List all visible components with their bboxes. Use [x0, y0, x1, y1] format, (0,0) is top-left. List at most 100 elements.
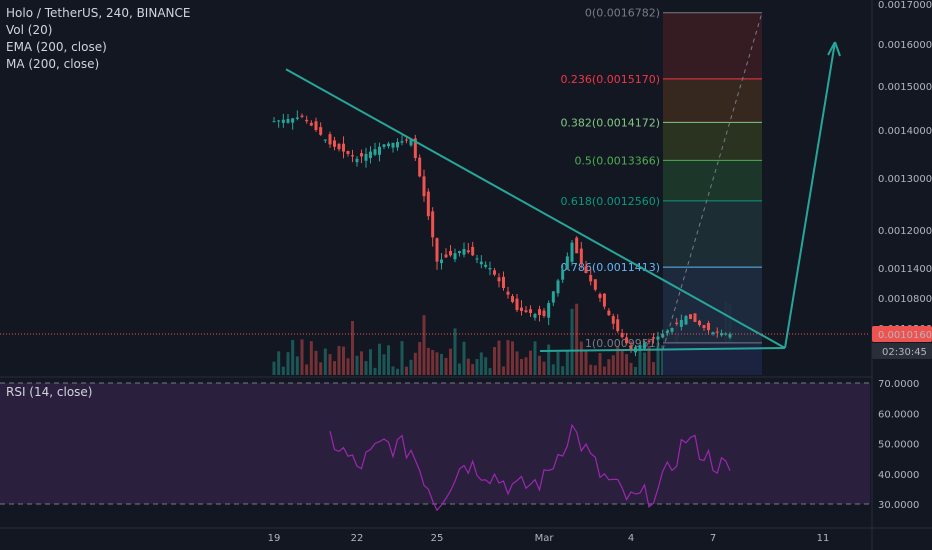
candle-body — [373, 149, 377, 155]
candle-body — [689, 314, 692, 319]
candle-body — [607, 310, 611, 316]
candle-body — [579, 248, 583, 264]
volume-bar — [652, 362, 655, 375]
volume-bar — [593, 365, 597, 375]
volume-bar — [471, 364, 475, 375]
candle-body — [351, 155, 354, 157]
volume-bar — [584, 350, 588, 375]
candle-body — [364, 154, 368, 161]
candle-body — [715, 331, 719, 333]
candle-body — [426, 191, 430, 217]
candle-body — [665, 330, 669, 333]
fib-zone — [663, 200, 762, 268]
trend-drawings[interactable] — [0, 41, 870, 352]
candle-body — [281, 119, 285, 123]
volume-bar — [515, 351, 519, 375]
volume-bar — [342, 346, 345, 375]
volume-bar — [538, 355, 541, 375]
ma-indicator-label[interactable]: MA (200, close) — [6, 57, 100, 71]
volume-bar — [589, 364, 593, 375]
volume-bar — [561, 366, 565, 375]
candle-body — [679, 320, 683, 327]
candle-body — [593, 279, 597, 290]
volume-bar — [440, 353, 443, 375]
price-tick-label: 0.0016000 — [878, 40, 932, 51]
volume-bar — [551, 364, 555, 375]
fib-zone — [663, 160, 762, 201]
time-axis[interactable]: 19 22 25 Mar 4 7 11 — [0, 527, 932, 544]
candle-body — [355, 158, 359, 163]
symbol-title[interactable]: Holo / TetherUS, 240, BINANCE — [6, 6, 191, 20]
candle-body — [575, 237, 579, 254]
candle-body — [475, 258, 479, 260]
volume-bar — [373, 367, 377, 375]
volume-bar — [453, 328, 457, 375]
candle-body — [466, 250, 470, 253]
descending-trendline — [285, 68, 786, 349]
candle-body — [286, 119, 290, 123]
rsi-indicator-label[interactable]: RSI (14, close) — [6, 385, 93, 399]
candle-body — [602, 293, 606, 307]
volume-indicator-label[interactable]: Vol (20) — [6, 23, 53, 37]
candle-body — [629, 345, 633, 350]
volume-bar — [638, 347, 642, 375]
candle-body — [479, 261, 483, 265]
time-tick-label: 4 — [628, 533, 634, 544]
volume-bar — [479, 352, 483, 375]
volume-bar — [426, 347, 430, 375]
candle-body — [346, 150, 350, 154]
volume-bar — [277, 351, 281, 375]
volume-bar — [488, 368, 492, 375]
volume-bar — [328, 354, 332, 375]
volume-bar — [529, 350, 532, 375]
volume-bar — [458, 363, 461, 375]
current-price-badge — [872, 325, 932, 342]
candle-body — [661, 333, 665, 338]
time-tick-label: 19 — [268, 533, 281, 544]
volume-bar — [300, 339, 304, 375]
ema-indicator-label[interactable]: EMA (200, close) — [6, 40, 107, 54]
price-axis[interactable]: 0.0017000 0.0016000 0.0015000 0.0014000 0.00… — [871, 0, 932, 550]
candle-body — [291, 118, 295, 123]
volume-bar — [305, 364, 309, 375]
candle-body — [598, 294, 602, 298]
volume-bar — [418, 342, 422, 375]
time-tick-label: 25 — [431, 533, 444, 544]
candle-body — [328, 134, 332, 145]
volume-bar — [346, 358, 350, 375]
candle-body — [698, 320, 701, 325]
candle-body — [520, 307, 523, 311]
volume-bar — [611, 355, 615, 375]
volume-bar — [647, 346, 651, 375]
candle-body — [277, 120, 281, 122]
fib-level-label: 0.786(0.0011413) — [560, 261, 660, 274]
candle-body — [524, 310, 528, 312]
volume-bar — [643, 352, 646, 375]
fib-zone — [663, 78, 762, 123]
volume-bar — [629, 362, 633, 375]
volume-bar — [272, 361, 276, 375]
candle-body — [405, 139, 408, 141]
candle-body — [647, 340, 651, 342]
volume-bar — [602, 366, 606, 375]
rsi-tick-label: 70.0000 — [878, 379, 919, 390]
volume-bar — [661, 345, 665, 375]
volume-bar — [291, 339, 295, 375]
candle-body — [497, 277, 501, 282]
volume-bar — [391, 366, 395, 375]
candle-body — [707, 323, 710, 331]
candle-body — [360, 153, 363, 157]
candle-body — [625, 337, 629, 344]
volume-bar — [444, 357, 448, 375]
rsi-line — [329, 423, 731, 512]
candle-body — [409, 139, 413, 146]
candle-body — [378, 146, 381, 155]
volume-bar — [466, 358, 470, 375]
price-tick-label: 0.0015000 — [878, 82, 932, 93]
rsi-tick-label: 50.0000 — [878, 440, 919, 451]
volume-bar — [351, 320, 354, 375]
volume-bar — [542, 361, 546, 375]
candle-body — [391, 142, 395, 148]
fib-zone — [663, 122, 762, 161]
